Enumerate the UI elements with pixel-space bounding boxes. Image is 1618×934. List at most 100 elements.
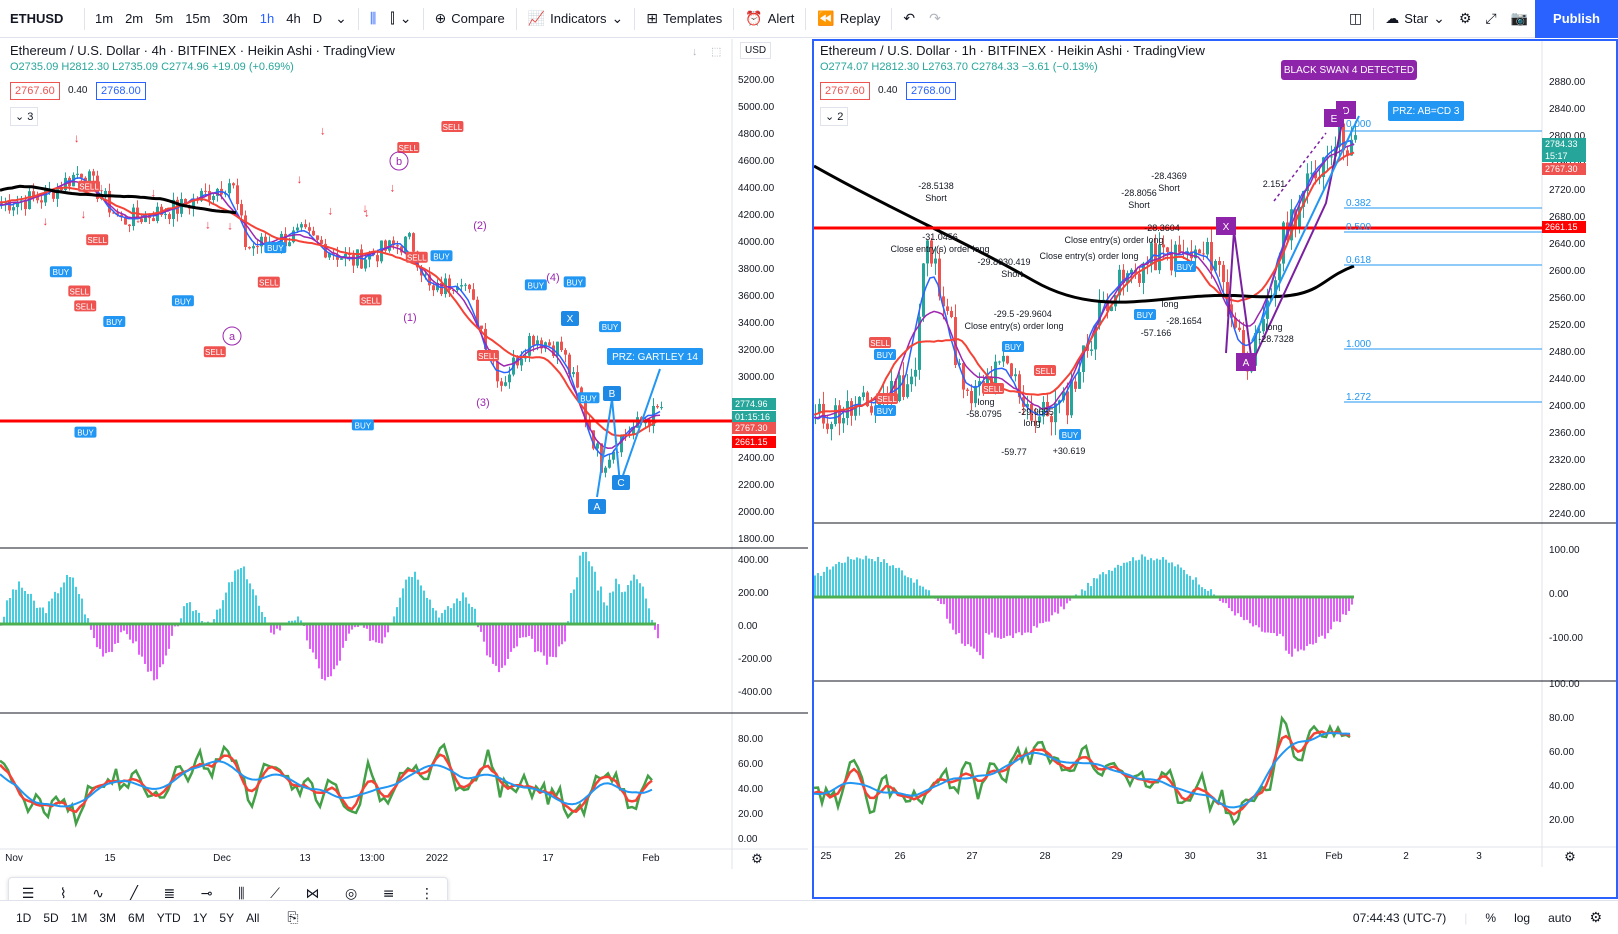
clock[interactable]: 07:44:43 (UTC-7) bbox=[1352, 910, 1447, 925]
left-layers-toggle[interactable]: ⌄ 3 bbox=[10, 107, 39, 126]
range-1D[interactable]: 1D bbox=[16, 910, 32, 925]
tf-4h[interactable]: 4h bbox=[286, 11, 301, 26]
candle-body bbox=[830, 424, 833, 430]
time-tick-label: 29 bbox=[1111, 851, 1123, 862]
candle-body bbox=[440, 282, 443, 295]
symbol-search[interactable]: ETHUSD bbox=[10, 11, 64, 26]
histogram-bar bbox=[1186, 574, 1188, 597]
alert-button[interactable]: ⏰ Alert bbox=[738, 0, 801, 38]
histogram-bar bbox=[306, 624, 308, 641]
channel-icon[interactable]: ≡ bbox=[382, 886, 395, 902]
histogram-bar bbox=[1180, 567, 1182, 597]
plus-circle-icon: ⊕ bbox=[434, 10, 447, 27]
right-chart-title: Ethereum / U.S. Dollar · 1h · BITFINEX ·… bbox=[820, 43, 1205, 58]
left-currency[interactable]: USD bbox=[740, 42, 772, 59]
redo-icon[interactable]: ↷ bbox=[929, 10, 941, 27]
tf-5m[interactable]: 5m bbox=[155, 11, 174, 26]
range-All[interactable]: All bbox=[246, 910, 260, 925]
candle-body bbox=[1238, 327, 1241, 331]
auto-toggle[interactable]: auto bbox=[1548, 910, 1572, 925]
fib-icon[interactable]: ≣ bbox=[163, 886, 176, 902]
candle-body bbox=[340, 258, 343, 260]
pattern-point: D bbox=[1342, 106, 1349, 117]
candle-body bbox=[204, 190, 207, 192]
candle-body bbox=[384, 240, 387, 251]
histogram-bar bbox=[345, 624, 347, 641]
candle-body bbox=[1310, 172, 1313, 174]
right-chart-pane[interactable]: Ethereum / U.S. Dollar · 1h · BITFINEX ·… bbox=[812, 39, 1618, 899]
line-icon[interactable]: ⟋ bbox=[270, 886, 280, 902]
spiral-icon[interactable]: ◎ bbox=[345, 886, 358, 902]
elliott-wave-icon[interactable]: ∿ bbox=[92, 886, 104, 902]
vertical-bars-icon[interactable]: ⫼ bbox=[238, 886, 245, 902]
candle-body bbox=[32, 191, 35, 197]
tf-30m[interactable]: 30m bbox=[222, 11, 248, 26]
camera-icon[interactable]: 📷 bbox=[1510, 10, 1529, 27]
tf-15m[interactable]: 15m bbox=[185, 11, 211, 26]
range-6M[interactable]: 6M bbox=[128, 910, 145, 925]
compare-button[interactable]: ⊕ Compare bbox=[428, 0, 512, 38]
time-tick-label: 30 bbox=[1184, 851, 1196, 862]
replay-button[interactable]: ⏪ Replay bbox=[810, 0, 887, 38]
tf-1m[interactable]: 1m bbox=[95, 11, 114, 26]
histogram-bar bbox=[928, 590, 930, 597]
candle-body bbox=[966, 389, 969, 392]
histogram-bar bbox=[1306, 597, 1308, 647]
candle-body bbox=[388, 240, 391, 251]
settings-gear-icon[interactable]: ⚙ bbox=[1458, 10, 1472, 27]
indicators-button[interactable]: 📈 Indicators ⌄ bbox=[527, 10, 624, 27]
sell-arrow-icon: ↓ bbox=[362, 201, 368, 215]
candle-body bbox=[412, 233, 415, 252]
histogram-bar bbox=[429, 599, 431, 624]
range-3M[interactable]: 3M bbox=[99, 910, 117, 925]
left-buy-price[interactable]: 2768.00 bbox=[96, 82, 146, 100]
lines-icon[interactable]: ☰ bbox=[21, 886, 35, 902]
histogram-bar bbox=[1210, 589, 1212, 597]
tf-2m[interactable]: 2m bbox=[125, 11, 144, 26]
histogram-bar bbox=[814, 575, 816, 597]
histogram-bar bbox=[540, 624, 542, 653]
bar-style-icon[interactable]: ⫼ bbox=[369, 10, 377, 27]
trend-line-icon[interactable]: ╱ bbox=[129, 886, 138, 902]
sell-signal bbox=[1034, 365, 1056, 376]
tf-D[interactable]: D bbox=[312, 11, 323, 26]
right-layers-toggle[interactable]: ⌄ 2 bbox=[820, 107, 849, 126]
pattern-abc-icon[interactable]: ⌇ bbox=[59, 886, 67, 902]
candle-body bbox=[468, 284, 471, 290]
templates-button[interactable]: ⊞ Templates bbox=[639, 0, 729, 38]
range-5Y[interactable]: 5Y bbox=[219, 910, 235, 925]
star-label: Star bbox=[1404, 11, 1429, 26]
range-1M[interactable]: 1M bbox=[70, 910, 88, 925]
list-icon[interactable]: ⋮ bbox=[420, 886, 435, 902]
range-5D[interactable]: 5D bbox=[43, 910, 59, 925]
layout-icon[interactable]: ◫ bbox=[1349, 10, 1363, 27]
buy-signal bbox=[74, 426, 97, 438]
right-buy-price[interactable]: 2768.00 bbox=[906, 82, 956, 100]
node-icon[interactable]: ⋈ bbox=[305, 886, 320, 902]
settings-gear-icon[interactable]: ⚙ bbox=[1589, 909, 1602, 926]
undo-icon[interactable]: ↶ bbox=[903, 10, 916, 27]
date-range-icon[interactable]: ⎘ bbox=[287, 909, 299, 926]
percent-toggle[interactable]: % bbox=[1485, 910, 1497, 925]
horizontal-ray-icon[interactable]: ⊸ bbox=[200, 886, 213, 902]
fullscreen-icon[interactable]: ⤢ bbox=[1485, 10, 1497, 27]
range-1Y[interactable]: 1Y bbox=[192, 910, 208, 925]
strategy-annotation: +30.619 bbox=[1053, 446, 1086, 456]
range-YTD[interactable]: YTD bbox=[156, 910, 181, 925]
candle-body bbox=[1226, 282, 1229, 305]
candles-icon[interactable]: ⫿ ⌄ bbox=[390, 10, 412, 27]
log-toggle[interactable]: log bbox=[1514, 910, 1531, 925]
right-sell-price[interactable]: 2767.60 bbox=[820, 82, 870, 100]
prz-box bbox=[607, 348, 703, 365]
signal-label: SELL bbox=[870, 339, 890, 348]
tf-1h[interactable]: 1h bbox=[259, 11, 275, 26]
left-sell-price[interactable]: 2767.60 bbox=[10, 82, 60, 100]
chevron-down-icon[interactable]: ⌄ bbox=[335, 10, 347, 27]
star-button[interactable]: ☁ Star ⌄ bbox=[1385, 10, 1445, 27]
price-tick-label: 2320.00 bbox=[1549, 455, 1586, 466]
histogram-bar bbox=[1054, 597, 1056, 613]
histogram-bar bbox=[889, 565, 891, 597]
publish-button[interactable]: Publish bbox=[1535, 0, 1618, 38]
left-chart-pane[interactable]: Ethereum / U.S. Dollar · 4h · BITFINEX ·… bbox=[0, 39, 808, 911]
histogram-bar bbox=[636, 579, 638, 624]
